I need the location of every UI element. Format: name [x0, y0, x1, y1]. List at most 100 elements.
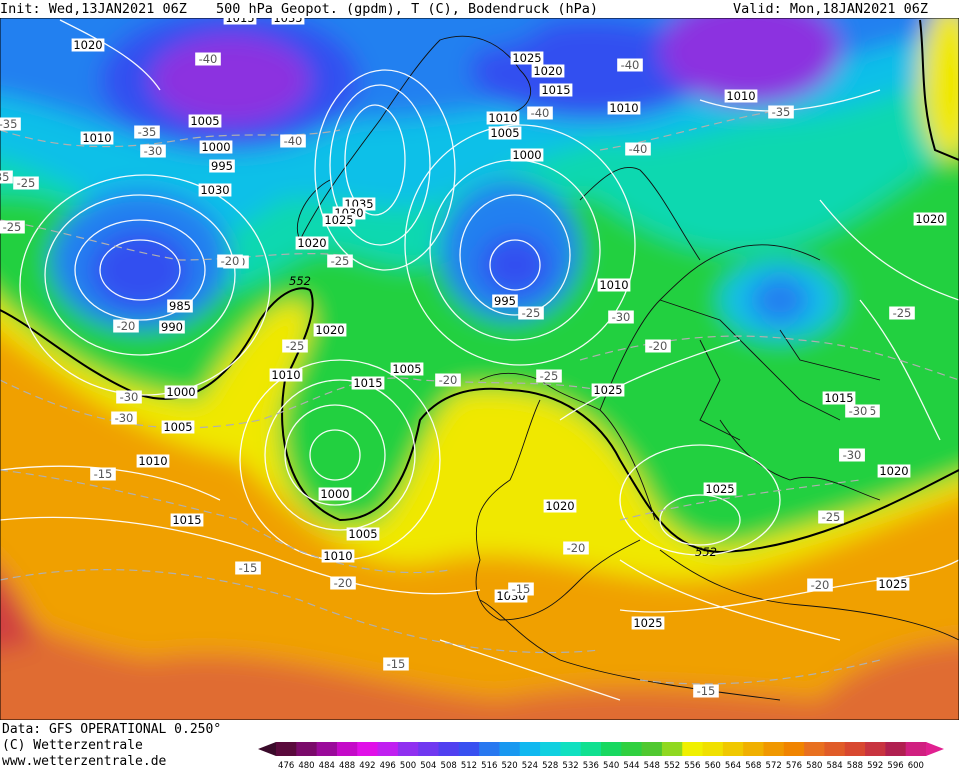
colorbar-cell	[601, 742, 622, 756]
pressure-label-bg	[269, 368, 303, 382]
pressure-label: 1025	[593, 383, 622, 397]
temperature-label-bg	[527, 106, 553, 120]
temperature-label-bg	[330, 576, 356, 590]
temperature-label-bg	[768, 105, 794, 119]
weather-map-svg: 1015102010101005100099510301025102010151…	[0, 18, 959, 720]
pressure-label-bg	[591, 383, 625, 397]
colorbar-tick-label: 540	[603, 761, 619, 770]
pressure-label: 1020	[315, 323, 344, 337]
pressure-label: 1015	[353, 376, 382, 390]
temperature-label: -35	[772, 105, 791, 119]
pressure-label: 1025	[512, 51, 541, 65]
pressure-label-bg	[510, 51, 544, 65]
pressure-label: 1010	[323, 549, 352, 563]
pressure-label: 990	[161, 320, 183, 334]
pressure-label-bg	[161, 420, 195, 434]
temperature-label: -25	[540, 369, 559, 383]
pressure-label: 1025	[878, 577, 907, 591]
temperature-label: -20	[811, 578, 830, 592]
colorbar-tick-label: 584	[826, 761, 842, 770]
temperature-label: -35	[0, 170, 9, 184]
pressure-label: 995	[211, 159, 233, 173]
pressure-label-bg	[199, 140, 233, 154]
temperature-label: -25	[522, 306, 541, 320]
temperature-label: -30	[849, 404, 868, 418]
pressure-label-bg	[271, 18, 305, 25]
pressure-label: 1000	[512, 148, 541, 162]
colorbar-cell	[458, 742, 480, 756]
temperature-label-bg	[282, 339, 308, 353]
colorbar-cell	[722, 742, 744, 756]
colorbar: 476 480 484 488 492 496 500 504 508 512 516 520 524 5…	[258, 742, 944, 770]
temperature-label: -25	[893, 306, 912, 320]
pressure-label: 1000	[201, 140, 230, 154]
colorbar-tick-label: 560	[705, 761, 721, 770]
pressure-label-bg	[318, 487, 352, 501]
temperature-label: -40	[621, 58, 640, 72]
pressure-label-bg	[170, 513, 204, 527]
pressure-label: 1005	[348, 527, 377, 541]
pressure-label-bg	[539, 83, 573, 97]
geopotential-color-field	[0, 18, 959, 720]
colorbar-cell	[763, 742, 785, 756]
colorbar-cell	[682, 742, 704, 756]
temperature-label-bg	[13, 176, 39, 190]
temperature-label-bg	[113, 319, 139, 333]
pressure-label: 1010	[599, 278, 628, 292]
pressure-label: 1025	[324, 213, 353, 227]
colorbar-tick-label: 600	[908, 761, 924, 770]
pressure-label-bg	[164, 385, 198, 399]
pressure-label: 1015	[541, 83, 570, 97]
pressure-label-bg	[488, 126, 522, 140]
temperature-label-bg	[0, 117, 21, 131]
colorbar-cell	[357, 742, 379, 756]
colorbar-tick-label: 568	[745, 761, 761, 770]
temperature-label: -25	[331, 254, 350, 268]
pressure-label-bg	[877, 464, 911, 478]
pressure-label-bg	[159, 320, 185, 334]
temperature-label-bg	[818, 510, 844, 524]
pressure-label: 1020	[297, 236, 326, 250]
temperature-label-bg	[0, 170, 13, 184]
colorbar-cell	[499, 742, 521, 756]
colorbar-cell	[377, 742, 399, 756]
pressure-label: 1020	[879, 464, 908, 478]
colorbar-tick-label: 488	[339, 761, 355, 770]
temperature-label-bg	[625, 142, 651, 156]
temperature-label-bg	[280, 134, 306, 148]
temperature-label: -20	[649, 339, 668, 353]
colorbar-tick-label: 592	[867, 761, 883, 770]
temperature-label-bg	[435, 373, 461, 387]
colorbar-cell	[438, 742, 460, 756]
pressure-label-bg	[492, 294, 518, 308]
colorbar-tick-label: 480	[298, 761, 314, 770]
colorbar-tick-label: 504	[420, 761, 436, 770]
pressure-label: 1015	[172, 513, 201, 527]
temperature-label-bg	[90, 467, 116, 481]
colorbar-tick-label: 556	[684, 761, 700, 770]
temperature-label-bg	[617, 58, 643, 72]
temperature-label: -15	[387, 657, 406, 671]
colorbar-tick-label: 512	[461, 761, 477, 770]
colorbar-cell	[296, 742, 318, 756]
temperature-label-bg	[508, 582, 534, 596]
temperature-label: -30	[115, 411, 134, 425]
pressure-label-bg	[510, 148, 544, 162]
colorbar-tick-label: 500	[400, 761, 416, 770]
data-source: Data: GFS OPERATIONAL 0.250°	[2, 722, 222, 737]
colorbar-cell	[905, 742, 927, 756]
valid-time: Valid: Mon,18JAN2021 06Z	[733, 1, 929, 17]
colorbar-tick-label: 580	[806, 761, 822, 770]
pressure-label-bg	[597, 278, 631, 292]
pressure-label: 1035	[273, 18, 302, 25]
colorbar-tick-label: 516	[481, 761, 497, 770]
pressure-label-bg	[313, 323, 347, 337]
temperature-label: -20	[439, 373, 458, 387]
temperature-label: -25	[286, 339, 305, 353]
pressure-label-bg	[390, 362, 424, 376]
colorbar-cell	[397, 742, 419, 756]
website: www.wetterzentrale.de	[2, 754, 167, 769]
pressure-label: 1010	[271, 368, 300, 382]
pressure-label: 1010	[726, 89, 755, 103]
colorbar-cell	[885, 742, 907, 756]
